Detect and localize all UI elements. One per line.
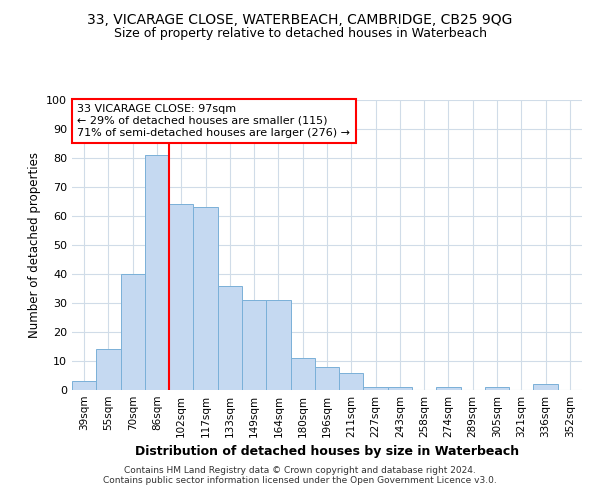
Bar <box>339 372 364 390</box>
Text: Contains HM Land Registry data © Crown copyright and database right 2024.
Contai: Contains HM Land Registry data © Crown c… <box>103 466 497 485</box>
Bar <box>266 300 290 390</box>
Text: 33, VICARAGE CLOSE, WATERBEACH, CAMBRIDGE, CB25 9QG: 33, VICARAGE CLOSE, WATERBEACH, CAMBRIDG… <box>88 12 512 26</box>
Bar <box>145 155 169 390</box>
Bar <box>242 300 266 390</box>
Bar <box>388 387 412 390</box>
Bar <box>315 367 339 390</box>
Text: 33 VICARAGE CLOSE: 97sqm
← 29% of detached houses are smaller (115)
71% of semi-: 33 VICARAGE CLOSE: 97sqm ← 29% of detach… <box>77 104 350 138</box>
Bar <box>193 208 218 390</box>
Bar <box>96 350 121 390</box>
Text: Size of property relative to detached houses in Waterbeach: Size of property relative to detached ho… <box>113 28 487 40</box>
Y-axis label: Number of detached properties: Number of detached properties <box>28 152 41 338</box>
Bar <box>533 384 558 390</box>
Bar <box>485 387 509 390</box>
Bar <box>169 204 193 390</box>
Bar <box>436 387 461 390</box>
Bar <box>121 274 145 390</box>
Bar <box>290 358 315 390</box>
Bar <box>72 382 96 390</box>
X-axis label: Distribution of detached houses by size in Waterbeach: Distribution of detached houses by size … <box>135 446 519 458</box>
Bar <box>218 286 242 390</box>
Bar <box>364 387 388 390</box>
